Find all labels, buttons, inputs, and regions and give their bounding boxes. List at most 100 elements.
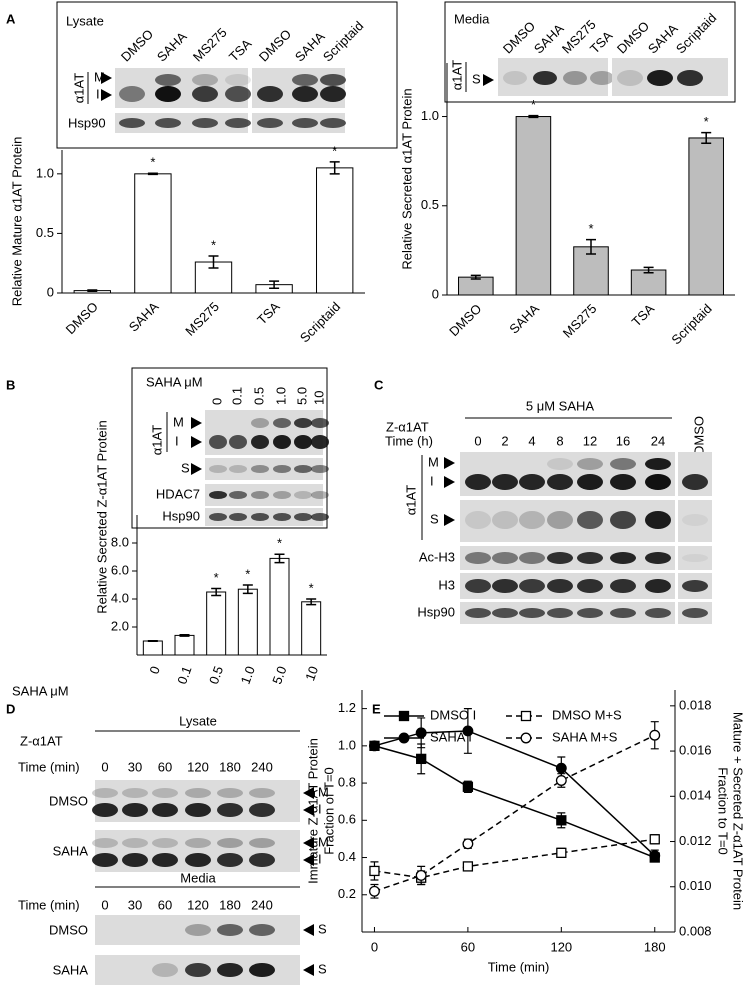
blot-band bbox=[533, 71, 557, 85]
error-bar bbox=[211, 587, 222, 597]
marker bbox=[555, 775, 567, 786]
blot-band bbox=[217, 853, 243, 867]
error-bar bbox=[269, 280, 280, 289]
bar bbox=[134, 173, 172, 294]
y-tick-label: 4.0 bbox=[111, 590, 129, 605]
loading-label: Hsp90 bbox=[68, 115, 106, 130]
marker bbox=[649, 834, 660, 845]
lane-label: 0 bbox=[209, 398, 224, 405]
blot-band bbox=[519, 511, 545, 529]
arrowhead bbox=[303, 964, 314, 976]
row-label: SAHA bbox=[53, 962, 89, 977]
lysate-frame bbox=[56, 1, 398, 149]
error-bar bbox=[147, 172, 158, 176]
bar bbox=[316, 167, 354, 294]
blot-band bbox=[547, 579, 573, 593]
lane-label: DMSO bbox=[614, 18, 652, 56]
panel-letter: D bbox=[6, 701, 15, 716]
blot-band bbox=[492, 474, 518, 490]
blot-title: Z-α1AT bbox=[20, 733, 63, 748]
error-bar bbox=[701, 131, 712, 145]
blot-band bbox=[610, 511, 636, 529]
blot bbox=[678, 546, 712, 570]
x-axis-title: SAHA μM bbox=[12, 683, 69, 698]
protein-label: α1AT bbox=[149, 425, 164, 455]
blot-frame bbox=[131, 367, 328, 529]
y-tick-label: 0 bbox=[432, 286, 439, 301]
blot bbox=[460, 452, 675, 496]
lane-label: 180 bbox=[219, 759, 241, 774]
blot-band bbox=[617, 70, 643, 86]
lane-label: 8 bbox=[556, 433, 563, 448]
blot-band bbox=[292, 74, 318, 86]
blot-band bbox=[519, 474, 545, 490]
band-label: S bbox=[430, 511, 439, 526]
blot-band bbox=[519, 552, 545, 564]
x-axis-title: Time (min) bbox=[488, 959, 550, 974]
error-bar bbox=[242, 584, 253, 595]
y-tick-label: 0 bbox=[47, 284, 54, 299]
significance-mark: * bbox=[332, 143, 337, 158]
lane-label: 16 bbox=[616, 433, 630, 448]
arrowhead bbox=[303, 787, 314, 799]
blot-band bbox=[225, 118, 251, 128]
bar bbox=[142, 640, 163, 656]
y2-axis-title: Mature + Secreted Z-α1AT Protein bbox=[731, 712, 745, 910]
blot-band bbox=[577, 458, 603, 470]
blot-band bbox=[682, 474, 708, 490]
band-label: S bbox=[318, 921, 327, 936]
error-bar bbox=[586, 238, 596, 255]
band-label: S bbox=[318, 961, 327, 976]
x-tick-label: 0.1 bbox=[174, 664, 194, 686]
marker bbox=[462, 861, 474, 872]
blot-band bbox=[152, 838, 178, 848]
x-tick-label: 0 bbox=[146, 664, 163, 676]
blot-band bbox=[251, 435, 269, 449]
blot-band bbox=[185, 924, 211, 936]
blot bbox=[460, 500, 675, 542]
blot-band bbox=[547, 511, 573, 529]
blot-band bbox=[119, 118, 145, 128]
blot-band bbox=[251, 491, 269, 499]
y-axis-title: Relative Secreted α1AT Protein bbox=[399, 88, 414, 269]
panel-letter: E bbox=[372, 701, 381, 716]
time-label: Time (min) bbox=[18, 759, 80, 774]
blot-band bbox=[547, 608, 573, 618]
blot-band bbox=[152, 803, 178, 817]
blot-band bbox=[292, 118, 318, 128]
lane-label: 0.5 bbox=[251, 387, 266, 405]
marker bbox=[398, 732, 410, 744]
blot-band bbox=[122, 838, 148, 848]
lane-label: 0 bbox=[101, 897, 108, 912]
blot-title: Z-α1AT bbox=[386, 419, 429, 434]
blot-band bbox=[225, 74, 251, 86]
blot-band bbox=[185, 838, 211, 848]
y-tick-label: 0.5 bbox=[36, 225, 54, 240]
panel-letter: C bbox=[374, 377, 384, 392]
legend-label: SAHA I bbox=[430, 729, 472, 744]
legend-label: SAHA M+S bbox=[552, 729, 618, 744]
y-tick-label: 0.8 bbox=[338, 775, 356, 790]
blot-band bbox=[610, 474, 636, 490]
blot-band bbox=[320, 86, 346, 102]
x-tick-label: 60 bbox=[461, 939, 475, 954]
band-label: M bbox=[428, 454, 439, 469]
blot-title: Media bbox=[454, 11, 490, 26]
row-label: Hsp90 bbox=[417, 604, 455, 619]
lane-label: SAHA bbox=[154, 29, 190, 65]
x-tick-label: TSA bbox=[629, 301, 658, 330]
y-tick-label: 0.2 bbox=[338, 886, 356, 901]
blot-band bbox=[225, 86, 251, 102]
arrowhead bbox=[303, 837, 314, 849]
series-line bbox=[374, 838, 655, 879]
y2-tick-label: 0.010 bbox=[679, 878, 712, 893]
blot-band bbox=[251, 513, 269, 521]
lane-label: SAHA bbox=[645, 21, 681, 57]
lane-label: 240 bbox=[251, 759, 273, 774]
blot-band bbox=[682, 554, 708, 562]
blot-band bbox=[273, 418, 291, 428]
bar bbox=[237, 588, 258, 656]
lane-label: 60 bbox=[158, 897, 172, 912]
band-label: M bbox=[173, 414, 184, 429]
blot-band bbox=[249, 963, 275, 977]
